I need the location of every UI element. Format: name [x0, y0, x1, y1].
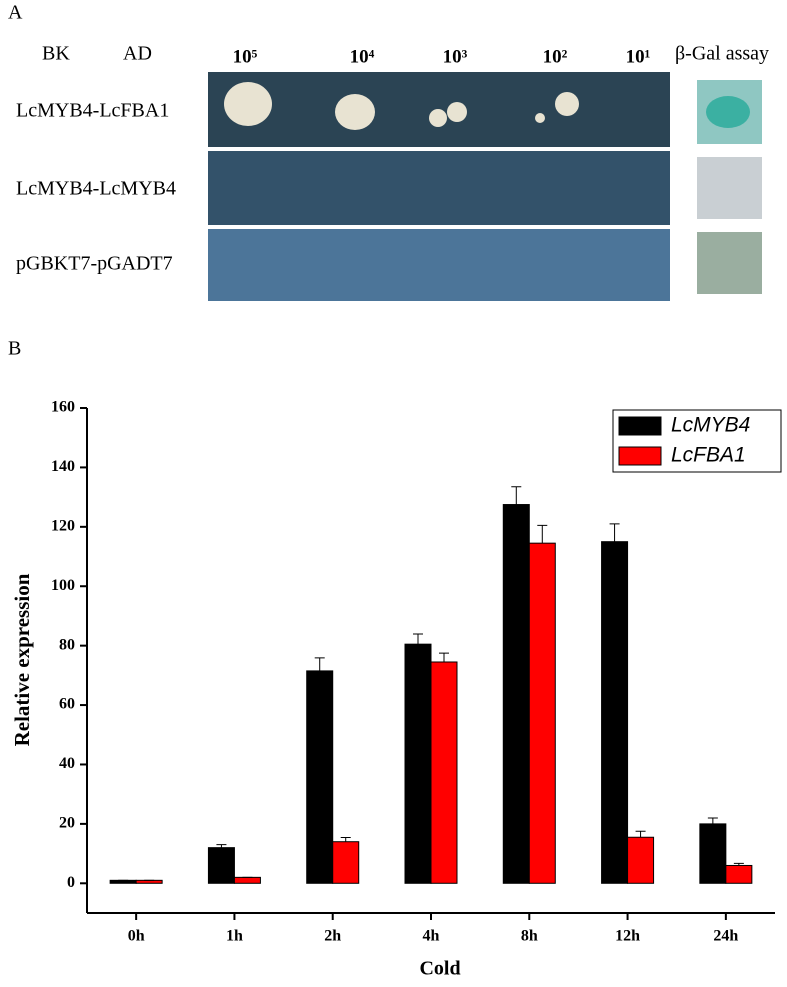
bar: [404, 643, 432, 884]
error-bar: [609, 523, 620, 542]
x-axis-label: Cold: [419, 958, 460, 980]
bar: [233, 876, 261, 884]
legend-label: LcMYB4: [671, 414, 750, 437]
error-bar: [314, 657, 325, 671]
panel-label: B: [8, 338, 21, 360]
y-tick-label: 80: [59, 636, 75, 653]
error-bar: [707, 817, 718, 824]
plate: [208, 229, 670, 301]
x-tick-label: 0h: [128, 928, 145, 945]
y-tick-label: 60: [59, 696, 75, 713]
bar: [699, 823, 727, 884]
y-axis-label: Relative expression: [10, 573, 34, 746]
error-bar: [635, 830, 646, 838]
bar: [207, 847, 235, 884]
dilution-label: 10¹: [626, 46, 651, 67]
assay-grey: [697, 232, 762, 294]
y-tick-label: 40: [59, 755, 75, 772]
x-tick-label: 12h: [615, 928, 640, 945]
bar: [430, 661, 458, 884]
colony: [447, 102, 467, 122]
y-tick-label: 20: [59, 815, 75, 832]
bar: [725, 864, 753, 884]
assay-white: [697, 157, 762, 219]
bar: [601, 541, 629, 884]
dilution-label: 10³: [443, 46, 468, 67]
header-bk: BK: [42, 43, 70, 65]
colony: [555, 92, 579, 116]
error-bar: [216, 844, 227, 848]
error-bar: [340, 837, 351, 842]
legend-swatch: [618, 416, 662, 436]
row-label: LcMYB4-LcFBA1: [16, 100, 169, 122]
bar: [332, 841, 360, 884]
colony: [335, 94, 375, 130]
plate-rows: [208, 72, 762, 301]
y-tick-label: 100: [51, 577, 75, 594]
header-assay: β-Gal assay: [675, 43, 769, 65]
panel-label: A: [8, 2, 23, 24]
x-tick-label: 2h: [324, 928, 341, 945]
x-tick-label: 4h: [423, 928, 440, 945]
error-bar: [511, 486, 522, 505]
plate: [208, 151, 670, 225]
row-label: LcMYB4-LcMYB4: [16, 178, 176, 200]
x-tick-label: 1h: [226, 928, 243, 945]
dilution-label: 10²: [543, 46, 568, 67]
bar: [502, 504, 530, 884]
error-bar: [537, 524, 548, 544]
colony: [535, 113, 545, 123]
error-bar: [733, 862, 744, 866]
row-label: pGBKT7-pGADT7: [16, 253, 173, 275]
bar: [528, 542, 556, 884]
assay-spot: [706, 96, 750, 128]
error-bar: [413, 633, 423, 645]
y-tick-label: 120: [51, 517, 75, 534]
colony: [224, 82, 272, 126]
x-tick-label: 8h: [521, 928, 538, 945]
header-ad: AD: [123, 43, 152, 65]
dilution-label: 10⁵: [233, 46, 258, 67]
error-bar: [439, 652, 449, 662]
legend-swatch: [618, 446, 662, 466]
bar: [306, 670, 334, 884]
y-tick-label: 0: [67, 874, 75, 891]
y-tick-label: 160: [51, 399, 75, 416]
legend-label: LcFBA1: [671, 444, 746, 467]
dilution-label: 10⁴: [350, 46, 375, 67]
x-tick-label: 24h: [713, 928, 738, 945]
colony: [429, 109, 447, 127]
bar: [627, 836, 655, 884]
y-tick-label: 140: [51, 458, 75, 475]
